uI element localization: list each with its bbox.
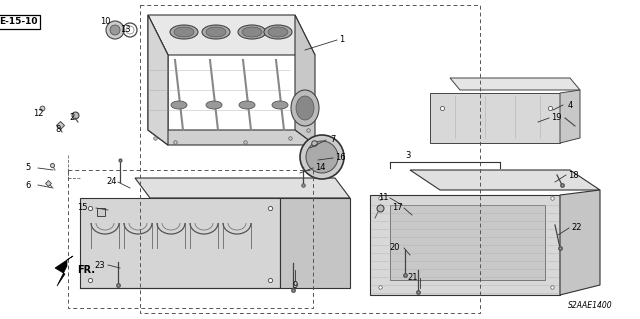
Ellipse shape	[268, 27, 288, 37]
Circle shape	[300, 135, 344, 179]
Text: 5: 5	[26, 164, 31, 173]
Ellipse shape	[202, 25, 230, 39]
Text: 21: 21	[408, 273, 419, 283]
Text: S2AAE1400: S2AAE1400	[568, 300, 612, 309]
Text: 22: 22	[572, 224, 582, 233]
Ellipse shape	[239, 101, 255, 109]
Polygon shape	[148, 15, 168, 145]
Text: 16: 16	[335, 153, 346, 162]
Polygon shape	[430, 93, 560, 143]
Text: 1: 1	[339, 35, 344, 44]
Polygon shape	[148, 15, 315, 55]
Bar	[68, 170, 313, 308]
Polygon shape	[80, 198, 280, 288]
Text: 13: 13	[120, 26, 131, 34]
Polygon shape	[410, 170, 600, 190]
Text: 23: 23	[95, 261, 106, 270]
Circle shape	[306, 141, 338, 173]
Ellipse shape	[291, 90, 319, 126]
Text: 6: 6	[26, 181, 31, 189]
Ellipse shape	[171, 101, 187, 109]
Polygon shape	[148, 15, 168, 145]
Text: 9: 9	[292, 280, 298, 290]
Text: 14: 14	[315, 164, 325, 173]
Ellipse shape	[174, 27, 194, 37]
Bar	[97, 208, 105, 216]
Polygon shape	[135, 178, 350, 198]
Text: E-15-10: E-15-10	[0, 18, 37, 26]
Ellipse shape	[296, 96, 314, 120]
Text: 20: 20	[390, 243, 400, 253]
Text: 19: 19	[551, 114, 561, 122]
Polygon shape	[295, 15, 315, 145]
Bar	[140, 5, 480, 313]
Text: FR.: FR.	[77, 265, 95, 275]
Text: 18: 18	[568, 170, 579, 180]
Polygon shape	[55, 256, 73, 286]
Circle shape	[106, 21, 124, 39]
Polygon shape	[390, 205, 545, 280]
Text: 4: 4	[568, 100, 573, 109]
Polygon shape	[370, 195, 560, 295]
Text: 3: 3	[405, 151, 411, 160]
Polygon shape	[560, 90, 580, 143]
Polygon shape	[280, 198, 350, 288]
Ellipse shape	[238, 25, 266, 39]
Polygon shape	[560, 190, 600, 295]
Polygon shape	[148, 130, 315, 145]
Polygon shape	[450, 78, 580, 90]
Text: 10: 10	[100, 18, 110, 26]
Text: 15: 15	[77, 204, 87, 212]
Circle shape	[110, 25, 120, 35]
Ellipse shape	[170, 25, 198, 39]
Ellipse shape	[264, 25, 292, 39]
Text: 8: 8	[55, 125, 61, 135]
Text: 12: 12	[33, 108, 44, 117]
Ellipse shape	[242, 27, 262, 37]
Text: 17: 17	[392, 204, 403, 212]
Text: 11: 11	[378, 194, 388, 203]
Text: 7: 7	[330, 136, 336, 145]
Text: 24: 24	[107, 177, 117, 187]
Ellipse shape	[206, 27, 226, 37]
Ellipse shape	[272, 101, 288, 109]
Ellipse shape	[206, 101, 222, 109]
Text: 2: 2	[69, 114, 75, 122]
